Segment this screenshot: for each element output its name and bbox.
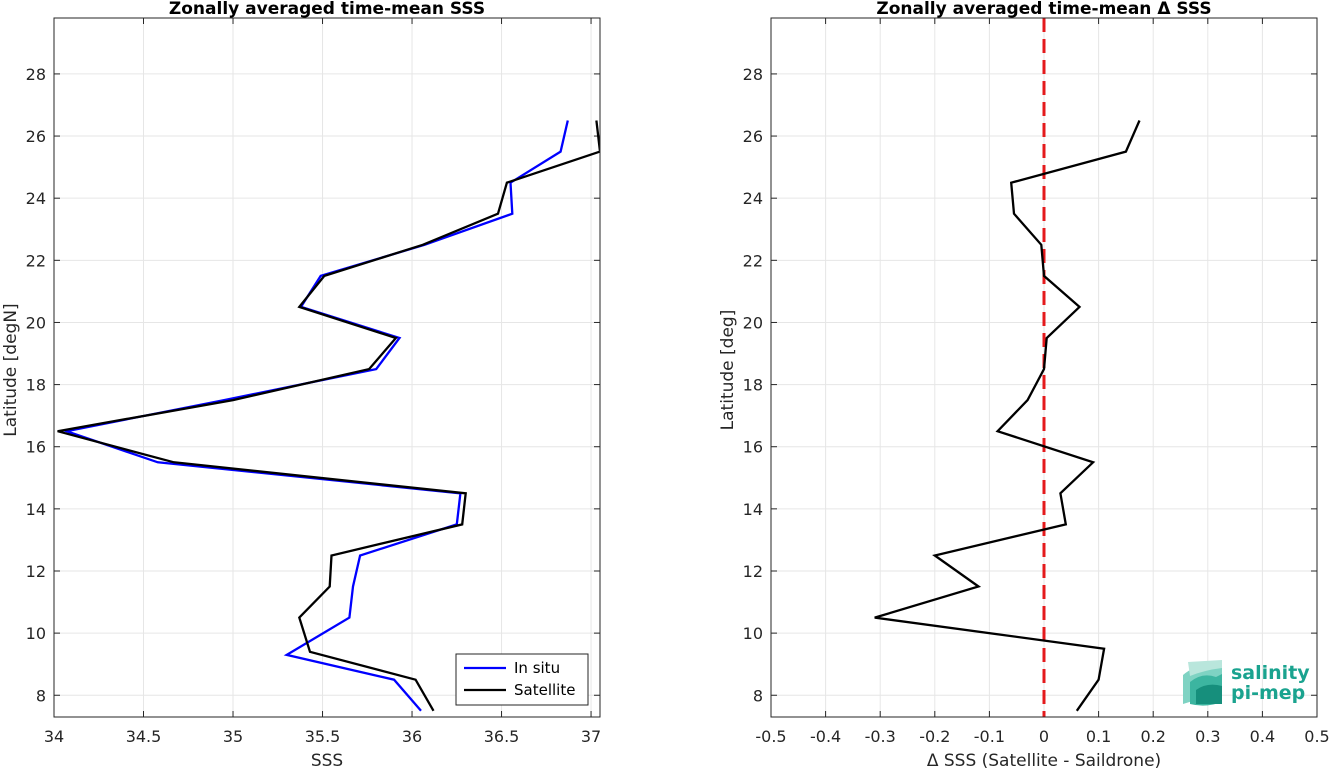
delta-y-tick-label: 20 bbox=[743, 313, 763, 332]
delta-y-tick-label: 22 bbox=[743, 251, 763, 270]
delta-y-tick-label: 14 bbox=[743, 500, 763, 519]
delta-y-tick-label: 28 bbox=[743, 65, 763, 84]
sss-chart: 34 34.5 35 35.5 36 36.5 37 8 10 12 14 16 18 20 22 24 26… bbox=[1, 0, 601, 769]
sss-x-tick-label: 35.5 bbox=[305, 727, 341, 746]
delta-y-axis-label: Latitude [deg] bbox=[718, 310, 738, 431]
delta-x-tick-label: -0.2 bbox=[919, 727, 950, 746]
delta-y-tick-label: 24 bbox=[743, 189, 763, 208]
delta-y-tick-label: 12 bbox=[743, 562, 763, 581]
logo-text-line2: pi-mep bbox=[1231, 682, 1305, 704]
delta-x-tick-label: -0.4 bbox=[810, 727, 841, 746]
delta-x-axis-label: Δ SSS (Satellite - Saildrone) bbox=[927, 751, 1161, 769]
sss-y-tick-label: 20 bbox=[26, 313, 46, 332]
delta-sss-chart: -0.5 -0.4 -0.3 -0.2 -0.1 0 0.1 0.2 0.3 0.4 0.5 8 10… bbox=[718, 0, 1330, 769]
sss-satellite-series-line bbox=[57, 120, 600, 712]
sss-y-tick-label: 28 bbox=[26, 65, 46, 84]
sss-grid bbox=[53, 18, 600, 717]
sss-y-tick-label: 24 bbox=[26, 189, 46, 208]
delta-x-tick-label: -0.3 bbox=[865, 727, 896, 746]
sss-x-tick-label: 36.5 bbox=[484, 727, 520, 746]
sss-series-lines bbox=[57, 120, 600, 712]
sss-x-tick-label: 37 bbox=[581, 727, 601, 746]
sss-chart-title: Zonally averaged time-mean SSS bbox=[169, 0, 485, 19]
delta-x-tick-label: 0.4 bbox=[1250, 727, 1275, 746]
sss-plot-area bbox=[54, 18, 600, 717]
delta-y-ticks: 8 10 12 14 16 18 20 22 24 26 28 bbox=[743, 65, 1317, 705]
delta-x-tick-label: -0.1 bbox=[974, 727, 1005, 746]
salinity-pi-mep-logo: salinity pi-mep bbox=[1183, 660, 1310, 706]
delta-y-tick-label: 8 bbox=[753, 686, 763, 705]
delta-y-tick-label: 10 bbox=[743, 624, 763, 643]
sss-y-tick-label: 16 bbox=[26, 438, 46, 457]
sss-y-axis-label: Latitude [degN] bbox=[1, 303, 21, 436]
sss-y-tick-label: 10 bbox=[26, 624, 46, 643]
delta-x-tick-label: 0.2 bbox=[1140, 727, 1165, 746]
delta-y-tick-label: 26 bbox=[743, 127, 763, 146]
delta-x-tick-label: 0.3 bbox=[1195, 727, 1220, 746]
sss-legend-box bbox=[455, 653, 589, 706]
legend-satellite-label: Satellite bbox=[514, 681, 575, 699]
sss-y-tick-label: 14 bbox=[26, 500, 46, 519]
sss-y-tick-label: 18 bbox=[26, 376, 46, 395]
delta-x-tick-label: -0.5 bbox=[755, 727, 786, 746]
sss-y-tick-label: 26 bbox=[26, 127, 46, 146]
sss-legend: In situ Satellite bbox=[455, 653, 589, 706]
delta-series-lines bbox=[874, 120, 1141, 712]
sss-plot-border bbox=[53, 17, 601, 718]
sss-y-tick-label: 8 bbox=[36, 686, 46, 705]
delta-x-tick-label: 0.5 bbox=[1304, 727, 1329, 746]
delta-plot-border bbox=[770, 17, 1318, 718]
sss-x-tick-label: 34 bbox=[44, 727, 64, 746]
sss-x-ticks: 34 34.5 35 35.5 36 36.5 37 bbox=[44, 18, 601, 746]
delta-difference-series-line bbox=[874, 120, 1141, 712]
sss-y-tick-label: 22 bbox=[26, 251, 46, 270]
delta-y-tick-label: 16 bbox=[743, 438, 763, 457]
sss-y-tick-label: 12 bbox=[26, 562, 46, 581]
delta-x-ticks: -0.5 -0.4 -0.3 -0.2 -0.1 0 0.1 0.2 0.3 0.4 0.5 bbox=[755, 18, 1330, 746]
delta-x-tick-label: 0 bbox=[1039, 727, 1049, 746]
legend-in-situ-label: In situ bbox=[514, 659, 560, 677]
logo-wave-icon bbox=[1183, 660, 1222, 706]
sss-x-tick-label: 36 bbox=[402, 727, 422, 746]
delta-x-tick-label: 0.1 bbox=[1086, 727, 1111, 746]
sss-y-ticks: 8 10 12 14 16 18 20 22 24 26 28 bbox=[26, 65, 600, 705]
sss-x-tick-label: 34.5 bbox=[126, 727, 162, 746]
sss-x-axis-label: SSS bbox=[311, 751, 343, 769]
logo-text-line1: salinity bbox=[1231, 662, 1310, 684]
sss-x-tick-label: 35 bbox=[223, 727, 243, 746]
delta-y-tick-label: 18 bbox=[743, 376, 763, 395]
delta-chart-title: Zonally averaged time-mean Δ SSS bbox=[876, 0, 1211, 19]
